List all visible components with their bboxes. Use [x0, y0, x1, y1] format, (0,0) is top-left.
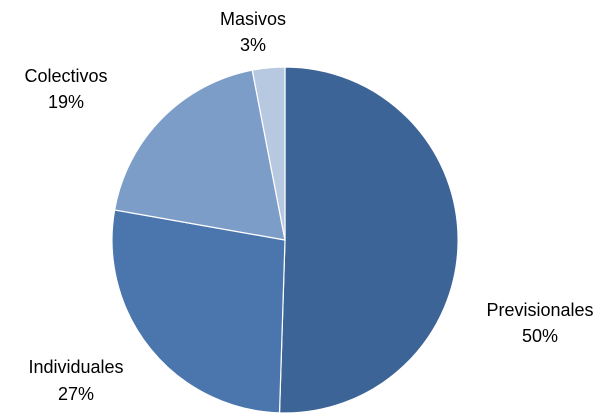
label-colectivos-name: Colectivos	[24, 66, 107, 86]
label-masivos-name: Masivos	[220, 9, 286, 29]
pie-slice-colectivos	[113, 69, 286, 241]
label-masivos-pct: 3%	[240, 35, 266, 55]
pie-slice-masivos	[251, 66, 286, 241]
pie-slices	[111, 66, 459, 414]
label-colectivos-pct: 19%	[48, 92, 84, 112]
pie-slice-previsionales	[278, 66, 459, 414]
label-previsionales-pct: 50%	[522, 326, 558, 346]
label-previsionales-name: Previsionales	[486, 300, 593, 320]
pie-labels: Masivos 3% Colectivos 19% Previsionales …	[24, 9, 593, 404]
label-individuales-name: Individuales	[28, 357, 123, 377]
pie-slice-individuales	[111, 209, 286, 414]
label-individuales-pct: 27%	[58, 384, 94, 404]
